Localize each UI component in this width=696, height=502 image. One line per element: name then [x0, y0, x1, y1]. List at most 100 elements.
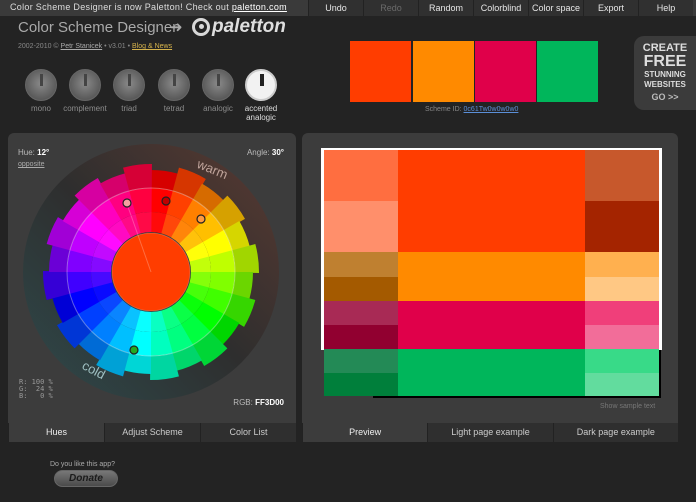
hue-sector[interactable]: [91, 271, 113, 288]
scheme-preview[interactable]: [302, 133, 678, 413]
hue-sector[interactable]: [100, 173, 130, 200]
menu-random[interactable]: Random: [418, 0, 473, 16]
hue-sector[interactable]: [185, 242, 210, 262]
promo-go-button[interactable]: GO >>: [651, 92, 679, 102]
hue-sector[interactable]: [150, 329, 173, 356]
preview-color-block[interactable]: [585, 301, 659, 325]
hue-sector[interactable]: [172, 344, 202, 371]
preview-color-block[interactable]: [585, 252, 659, 277]
hue-sector[interactable]: [43, 271, 70, 300]
hue-sector[interactable]: [151, 170, 179, 192]
hue-sector[interactable]: [108, 300, 131, 324]
hue-sector[interactable]: [108, 219, 132, 244]
color-wheel[interactable]: warm cold: [8, 133, 296, 403]
hue-sector[interactable]: [67, 271, 94, 294]
hue-sector[interactable]: [120, 306, 141, 330]
author-link[interactable]: Petr Stanicek: [60, 43, 103, 50]
hue-sectors[interactable]: [43, 164, 259, 380]
show-sample-text-link[interactable]: Show sample text: [600, 403, 656, 410]
hue-sector[interactable]: [231, 272, 253, 300]
hue-sector[interactable]: [91, 198, 122, 230]
paletton-logo[interactable]: paletton: [212, 16, 286, 37]
hue-sector[interactable]: [223, 221, 250, 251]
hue-sector[interactable]: [129, 188, 152, 215]
hue-sector[interactable]: [78, 212, 109, 242]
mode-complement[interactable]: complement: [63, 69, 107, 113]
hue-sector[interactable]: [91, 314, 121, 345]
opposite-link[interactable]: opposite: [18, 161, 45, 168]
tab-dark-page-example[interactable]: Dark page example: [552, 423, 678, 442]
mode-analogic[interactable]: analogic: [196, 69, 240, 113]
hue-sector[interactable]: [150, 310, 167, 332]
base-swatch-primary[interactable]: [350, 41, 411, 102]
hue-sector[interactable]: [192, 331, 228, 366]
hue-sector[interactable]: [166, 323, 193, 354]
hue-sector[interactable]: [108, 323, 136, 354]
promo-banner[interactable]: CREATE FREE STUNNING WEBSITES GO >>: [634, 36, 696, 110]
paletton-link[interactable]: paletton.com: [231, 2, 287, 12]
mode-accented-analogic[interactable]: accented analogic: [239, 69, 283, 122]
scheme-id-link[interactable]: 0c61Tw0w0w0w0: [463, 106, 519, 113]
preview-color-block[interactable]: [398, 252, 585, 301]
preview-color-block[interactable]: [585, 349, 659, 373]
preview-color-block[interactable]: [324, 201, 398, 252]
hue-sector[interactable]: [179, 229, 204, 253]
donate-button[interactable]: Donate: [54, 470, 118, 487]
tab-hues[interactable]: Hues: [8, 423, 104, 442]
hue-handle[interactable]: [161, 196, 171, 206]
hue-sector[interactable]: [67, 249, 94, 272]
menu-undo[interactable]: Undo: [308, 0, 363, 16]
base-swatch-secondary-2[interactable]: [475, 41, 536, 102]
preview-color-block[interactable]: [398, 349, 585, 396]
hue-sector[interactable]: [109, 190, 136, 221]
preview-color-block[interactable]: [324, 301, 398, 325]
menu-help[interactable]: Help: [638, 0, 693, 16]
hue-sector[interactable]: [52, 293, 79, 323]
preview-color-block[interactable]: [585, 325, 659, 349]
hue-sector[interactable]: [161, 214, 182, 238]
menu-colorblind[interactable]: Colorblind: [473, 0, 528, 16]
hue-sector[interactable]: [193, 302, 224, 332]
preview-color-block[interactable]: [585, 373, 659, 396]
preview-color-block[interactable]: [324, 373, 398, 396]
tab-adjust-scheme[interactable]: Adjust Scheme: [104, 423, 200, 442]
hue-sector[interactable]: [210, 195, 245, 231]
hue-sector[interactable]: [170, 300, 194, 325]
base-swatch-complement[interactable]: [537, 41, 598, 102]
hue-sector[interactable]: [135, 212, 152, 234]
hue-sector[interactable]: [202, 287, 233, 315]
hue-sector[interactable]: [189, 256, 211, 273]
hue-handle[interactable]: [129, 345, 139, 355]
mode-mono[interactable]: mono: [19, 69, 63, 113]
hue-sector[interactable]: [74, 178, 110, 213]
hue-sector[interactable]: [171, 220, 194, 244]
preview-color-block[interactable]: [398, 150, 585, 252]
tab-light-page-example[interactable]: Light page example: [427, 423, 553, 442]
hue-handle[interactable]: [196, 214, 206, 224]
tab-preview[interactable]: Preview: [302, 423, 428, 442]
hue-sector[interactable]: [69, 229, 100, 257]
preview-color-block[interactable]: [324, 150, 398, 201]
hue-sector[interactable]: [150, 353, 179, 380]
hue-sector[interactable]: [202, 230, 233, 257]
hue-sector[interactable]: [92, 282, 117, 302]
hue-sector[interactable]: [208, 250, 235, 273]
paletton-logo-icon[interactable]: [192, 18, 210, 36]
mode-triad[interactable]: triad: [107, 69, 151, 113]
hue-sector[interactable]: [232, 244, 259, 273]
preview-color-block[interactable]: [398, 301, 585, 349]
preview-color-block[interactable]: [324, 349, 398, 373]
preview-color-block[interactable]: [324, 325, 398, 349]
menu-export[interactable]: Export: [583, 0, 638, 16]
hue-sector[interactable]: [161, 306, 181, 331]
hue-sector[interactable]: [69, 287, 100, 314]
hue-sector[interactable]: [123, 164, 152, 191]
hue-sector[interactable]: [62, 199, 93, 230]
preview-color-block[interactable]: [324, 252, 398, 277]
preview-color-block[interactable]: [585, 277, 659, 301]
hue-sector[interactable]: [57, 313, 92, 349]
hue-sector[interactable]: [93, 241, 117, 262]
hue-sector[interactable]: [208, 272, 236, 295]
hue-sector[interactable]: [78, 330, 109, 361]
menu-color-space[interactable]: Color space: [528, 0, 583, 16]
